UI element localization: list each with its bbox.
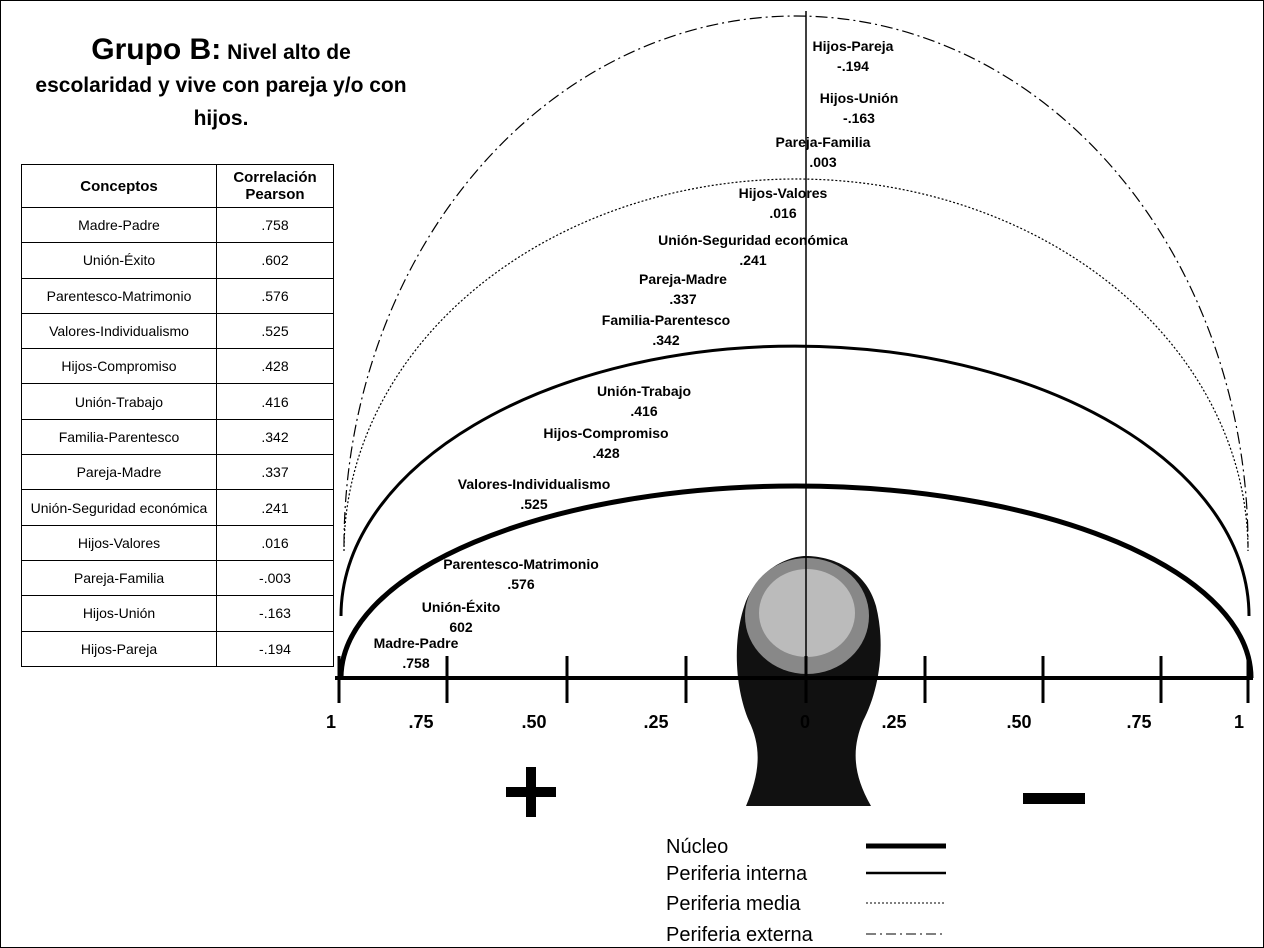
annotation-value: -.194: [837, 58, 869, 74]
annotation-label: Familia-Parentesco: [602, 312, 730, 328]
table-row: Pareja-Madre.337: [22, 455, 334, 490]
table-row: Hijos-Compromiso.428: [22, 349, 334, 384]
table-cell: .758: [217, 208, 334, 243]
table-cell: Valores-Individualismo: [22, 313, 217, 348]
axis-label: 1: [1234, 712, 1244, 732]
axis-label: .25: [881, 712, 906, 732]
annotation-value: .525: [520, 496, 547, 512]
table-row: Valores-Individualismo.525: [22, 313, 334, 348]
table-cell: .337: [217, 455, 334, 490]
annotation-label: Unión-Seguridad económica: [658, 232, 848, 248]
table-row: Madre-Padre.758: [22, 208, 334, 243]
table-row: Hijos-Pareja-.194: [22, 631, 334, 666]
annotation-value: .337: [669, 291, 696, 307]
annotation-label: Parentesco-Matrimonio: [443, 556, 599, 572]
outer-arc: [344, 16, 1248, 546]
annotation-label: Madre-Padre: [374, 635, 459, 651]
annotation-value: .758: [402, 655, 429, 671]
annotation-label: Pareja-Madre: [639, 271, 727, 287]
table-row: Unión-Éxito.602: [22, 243, 334, 278]
title-lead: Grupo B:: [91, 33, 221, 66]
legend-label: Periferia media: [666, 893, 801, 915]
annotation-label: Hijos-Pareja: [813, 38, 894, 54]
legend-label: Periferia interna: [666, 863, 808, 885]
axis-label: .50: [1006, 712, 1031, 732]
annotation-value: .003: [809, 154, 836, 170]
annotation-value: .241: [739, 252, 766, 268]
table-cell: Unión-Éxito: [22, 243, 217, 278]
table-cell: Familia-Parentesco: [22, 419, 217, 454]
annotation-value: .576: [507, 576, 534, 592]
annotation-value: 602: [449, 619, 473, 635]
legend-label: Periferia externa: [666, 924, 814, 946]
table-cell: Hijos-Unión: [22, 596, 217, 631]
table-cell: .602: [217, 243, 334, 278]
table-row: Unión-Trabajo.416: [22, 384, 334, 419]
annotation-value: .416: [630, 403, 657, 419]
header-cell: Correlación Pearson: [217, 165, 334, 208]
table-cell: Pareja-Madre: [22, 455, 217, 490]
table-row: Parentesco-Matrimonio.576: [22, 278, 334, 313]
page: 1.75.50.250.25.50.751Hijos-Pareja-.194Hi…: [0, 0, 1264, 948]
table-cell: Unión-Trabajo: [22, 384, 217, 419]
table-row: Pareja-Familia-.003: [22, 560, 334, 595]
annotation-label: Hijos-Compromiso: [543, 425, 668, 441]
annotation-label: Hijos-Valores: [739, 185, 828, 201]
annotation-label: Unión-Éxito: [422, 599, 501, 615]
table-cell: Hijos-Compromiso: [22, 349, 217, 384]
annotation-label: Unión-Trabajo: [597, 383, 691, 399]
axis-label: 0: [800, 712, 810, 732]
title: Grupo B: Nivel alto de escolaridad y viv…: [31, 33, 411, 135]
annotation-value: .342: [652, 332, 679, 348]
table-cell: .428: [217, 349, 334, 384]
table-cell: Parentesco-Matrimonio: [22, 278, 217, 313]
plus-v: [526, 767, 536, 817]
table-cell: .342: [217, 419, 334, 454]
minus: [1023, 793, 1085, 804]
axis-label: .75: [1126, 712, 1151, 732]
annotation-value: .016: [769, 205, 796, 221]
annotation-value: .428: [592, 445, 619, 461]
table-row: Unión-Seguridad económica.241: [22, 490, 334, 525]
table-cell: .525: [217, 313, 334, 348]
axis-label: .50: [521, 712, 546, 732]
brain-inner: [759, 569, 855, 657]
annotation-label: Pareja-Familia: [776, 134, 871, 150]
axis-label: 1: [326, 712, 336, 732]
table-cell: -.003: [217, 560, 334, 595]
legend-label: Núcleo: [666, 836, 728, 858]
table-cell: Unión-Seguridad económica: [22, 490, 217, 525]
table-cell: .241: [217, 490, 334, 525]
table-cell: .576: [217, 278, 334, 313]
table-cell: Hijos-Pareja: [22, 631, 217, 666]
annotation-label: Hijos-Unión: [820, 90, 899, 106]
table-cell: .016: [217, 525, 334, 560]
table-row: Hijos-Unión-.163: [22, 596, 334, 631]
table-cell: -.163: [217, 596, 334, 631]
table-row: Hijos-Valores.016: [22, 525, 334, 560]
table-cell: .416: [217, 384, 334, 419]
table-cell: -.194: [217, 631, 334, 666]
axis-label: .75: [408, 712, 433, 732]
table-cell: Hijos-Valores: [22, 525, 217, 560]
annotation-label: Valores-Individualismo: [458, 476, 611, 492]
axis-label: .25: [643, 712, 668, 732]
header-cell: Conceptos: [22, 165, 217, 208]
table-cell: Pareja-Familia: [22, 560, 217, 595]
annotation-value: -.163: [843, 110, 875, 126]
table-cell: Madre-Padre: [22, 208, 217, 243]
table-row: Familia-Parentesco.342: [22, 419, 334, 454]
head: [737, 556, 881, 806]
